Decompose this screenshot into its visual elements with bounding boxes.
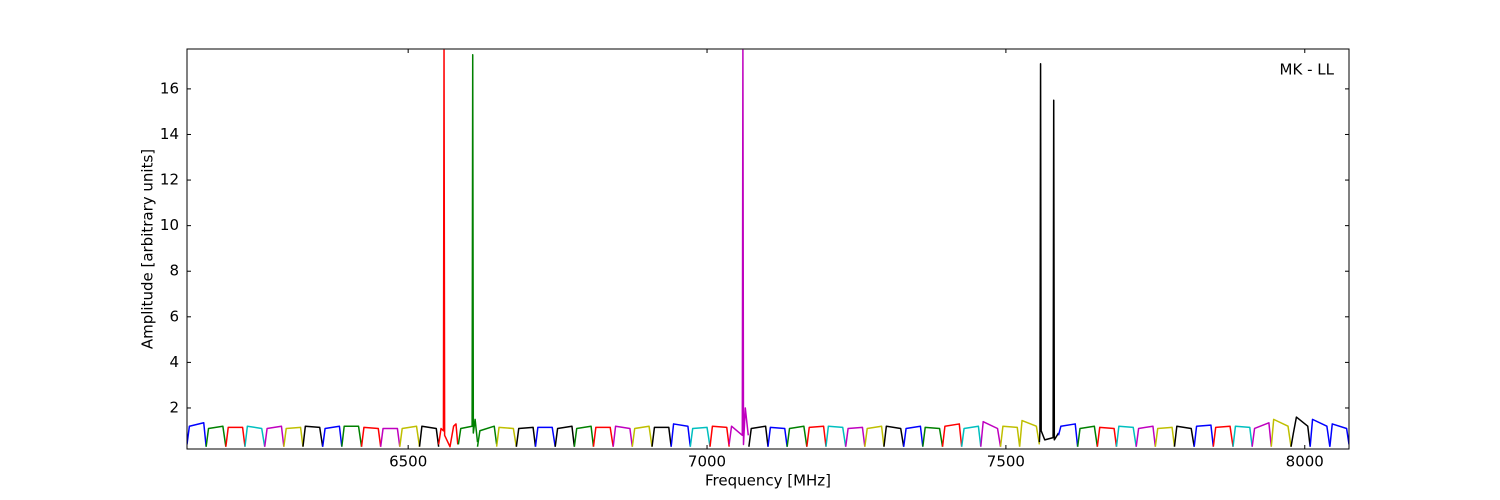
spectrum-line xyxy=(1018,419,1041,447)
spectrum-line xyxy=(283,426,304,447)
x-tick-label: 6500 xyxy=(389,453,427,471)
spectrum-line xyxy=(709,425,730,447)
spectrum-line xyxy=(864,425,885,447)
spectrum-line xyxy=(631,425,653,447)
spectrum-line xyxy=(941,423,963,447)
spectrum-line xyxy=(457,53,479,445)
spectrum-line xyxy=(360,426,382,447)
spectrum-line xyxy=(321,425,343,447)
spectrum-line xyxy=(922,426,944,447)
spectrum-line xyxy=(1290,416,1311,447)
spectrum-line xyxy=(999,425,1021,447)
spectrum-line xyxy=(534,426,556,447)
x-tick-label: 7000 xyxy=(688,453,726,471)
y-axis-label: Amplitude [arbitrary units] xyxy=(139,149,157,349)
spectrum-line xyxy=(225,426,246,447)
spectrum-line xyxy=(1154,426,1176,447)
spectrum-line xyxy=(476,425,498,447)
spectrum-line xyxy=(244,425,266,447)
spectrum-line xyxy=(1096,426,1118,447)
spectrum-line xyxy=(302,425,324,447)
y-tick-label: 10 xyxy=(160,216,179,234)
y-tick-label: 8 xyxy=(169,262,179,280)
spectrum-line xyxy=(902,425,924,447)
spectrum-line xyxy=(1270,418,1292,447)
y-tick-label: 6 xyxy=(169,307,179,325)
spectrum-line xyxy=(1173,425,1195,447)
spectrum-line xyxy=(651,426,672,447)
spectrum-line xyxy=(825,425,847,447)
spectrum-line xyxy=(748,425,769,447)
spectrum-line xyxy=(205,425,227,447)
spectrum-line xyxy=(1076,425,1099,447)
spectrum-line xyxy=(786,425,808,447)
spectrum-line xyxy=(379,427,401,447)
spectrum-line xyxy=(1057,423,1079,447)
y-tick-label: 2 xyxy=(169,398,179,416)
spectrum-line xyxy=(883,425,905,447)
spectrum-line xyxy=(1115,425,1137,447)
spectrum-line xyxy=(399,425,421,447)
spectrum-line xyxy=(437,49,459,448)
y-tick-label: 16 xyxy=(160,79,179,97)
annotation: MK - LL xyxy=(1280,61,1335,79)
spectrum-line xyxy=(1232,425,1253,447)
plot-frame xyxy=(186,48,1350,450)
y-tick-label: 14 xyxy=(160,125,179,143)
spectrum-line xyxy=(515,426,537,447)
y-tick-label: 12 xyxy=(160,171,179,189)
spectrum-line xyxy=(1329,423,1349,447)
spectrum-line xyxy=(1193,424,1215,447)
plot-lines xyxy=(187,49,1349,448)
spectrum-line xyxy=(554,425,576,447)
spectrum-line xyxy=(263,425,285,447)
spectrum-line xyxy=(187,422,207,447)
spectrum-line xyxy=(670,423,692,447)
spectrum-line xyxy=(495,426,518,447)
x-tick-label: 8000 xyxy=(1286,453,1324,471)
y-tick-label: 4 xyxy=(169,353,179,371)
x-axis-label: Frequency [MHz] xyxy=(705,472,831,490)
spectrum-line xyxy=(767,426,788,447)
spectrum-line xyxy=(1309,418,1331,447)
spectrum-line xyxy=(341,425,363,447)
spectrum-line xyxy=(418,425,440,447)
spectrum-line xyxy=(960,425,982,447)
spectrum-line xyxy=(1251,422,1273,447)
spectrum-line xyxy=(1212,425,1234,447)
x-tick-label: 7500 xyxy=(987,453,1025,471)
spectrum-line xyxy=(1135,425,1157,447)
spectrum-line xyxy=(980,420,1002,447)
spectrum-line xyxy=(592,426,614,447)
spectrum-line xyxy=(844,426,866,447)
spectrum-line xyxy=(806,425,827,447)
spectrum-line xyxy=(612,425,634,447)
spectrum-line xyxy=(728,49,750,446)
spectrum-line xyxy=(573,425,595,447)
spectrum-line xyxy=(1038,63,1060,443)
spectrum-line xyxy=(689,426,711,447)
